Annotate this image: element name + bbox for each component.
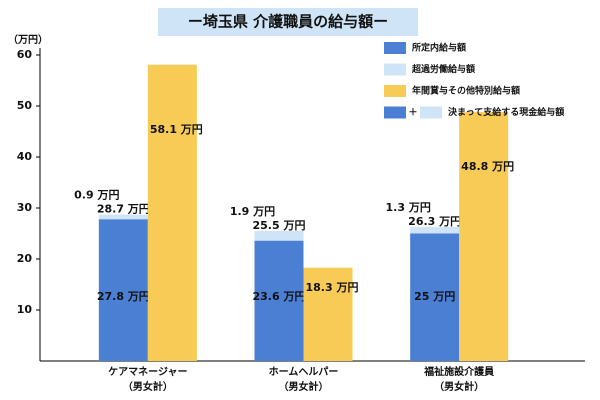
legend-label: 年間賞与その他特別給与額 xyxy=(412,85,520,97)
bar xyxy=(459,112,509,362)
y-tick-label: 50 xyxy=(17,99,33,112)
total-label: 28.7 万円 xyxy=(97,203,150,216)
bar xyxy=(303,267,353,361)
legend-swatch xyxy=(384,63,406,76)
legend-swatch xyxy=(384,42,406,54)
x-tick-sublabel: （男女計） xyxy=(434,380,484,393)
value-label: 27.8 万円 xyxy=(97,290,150,303)
bar xyxy=(147,64,197,361)
y-axis-label: （万円） xyxy=(8,33,48,46)
bar xyxy=(98,219,148,361)
x-tick-label: 福祉施設介護員 xyxy=(423,365,494,378)
y-tick-label: 10 xyxy=(17,303,33,316)
x-tick-label: ケアマネージャー xyxy=(108,366,187,378)
legend-label: 超過労働給与額 xyxy=(411,63,475,75)
legend-swatch xyxy=(384,85,406,97)
legend-label: 決まって支給する現金給与額 xyxy=(448,106,564,118)
value-label: 48.8 万円 xyxy=(461,160,514,173)
legend-swatch xyxy=(384,106,406,119)
value-label: 25 万円 xyxy=(414,290,455,303)
bar xyxy=(98,214,148,220)
chart-title: ー埼玉県 介護職員の給与額ー xyxy=(188,13,388,31)
title-box xyxy=(158,8,418,36)
bar xyxy=(254,230,304,241)
x-tick-label: ホームヘルパー xyxy=(269,366,339,378)
y-tick-label: 40 xyxy=(17,150,33,163)
total-label: 26.3 万円 xyxy=(408,215,461,228)
bar xyxy=(410,233,460,361)
total-label: 25.5 万円 xyxy=(253,219,306,232)
value-label: 1.3 万円 xyxy=(386,201,431,214)
value-label: 23.6 万円 xyxy=(253,290,306,303)
legend-label: 所定内給与額 xyxy=(412,42,466,54)
x-tick-sublabel: （男女計） xyxy=(279,380,329,393)
value-label: 58.1 万円 xyxy=(150,123,203,136)
value-label: 1.9 万円 xyxy=(230,205,275,218)
y-tick-label: 60 xyxy=(17,48,33,61)
x-tick-sublabel: （男女計） xyxy=(123,380,173,393)
bar xyxy=(254,240,304,361)
legend-plus: ＋ xyxy=(408,107,417,118)
value-label: 18.3 万円 xyxy=(306,281,359,294)
bar xyxy=(410,226,460,234)
y-tick-label: 20 xyxy=(17,252,33,265)
legend-swatch xyxy=(420,106,442,119)
value-label: 0.9 万円 xyxy=(74,189,119,202)
y-tick-label: 30 xyxy=(17,201,33,214)
